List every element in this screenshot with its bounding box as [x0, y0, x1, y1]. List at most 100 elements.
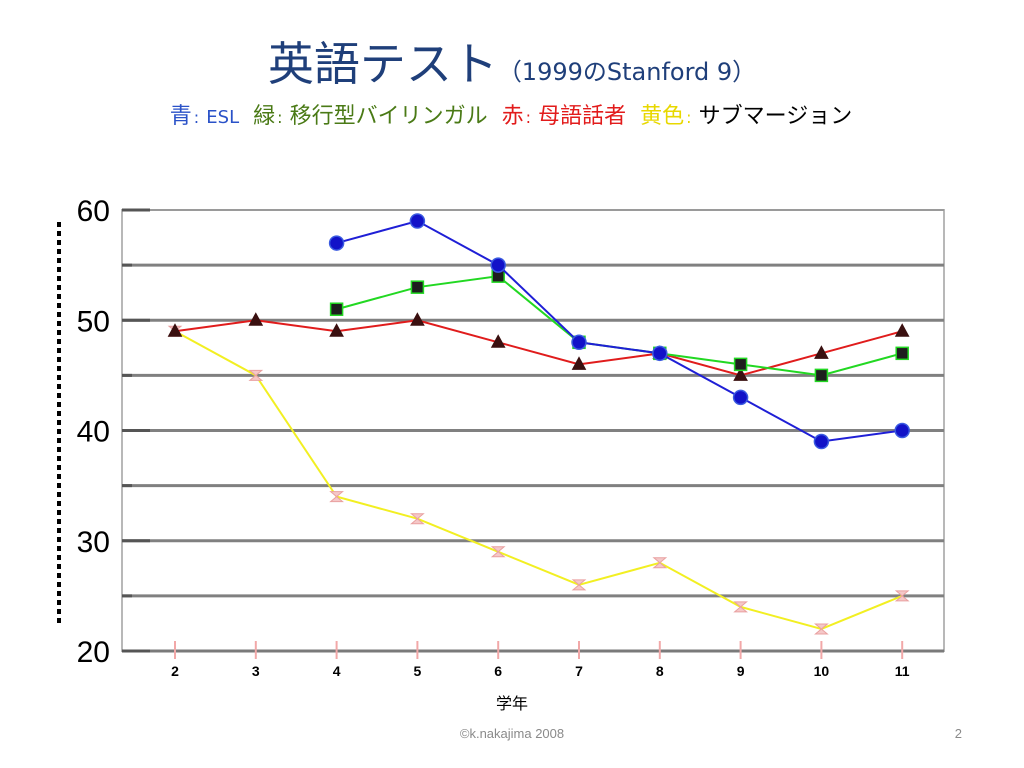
axis-strip-dash: [57, 357, 61, 362]
axis-strip-dash: [57, 555, 61, 560]
y-tick-label-20: 20: [77, 636, 110, 669]
axis-strip-dash: [57, 537, 61, 542]
legend-label-1: 緑: [253, 104, 276, 129]
axis-strip-dash: [57, 483, 61, 488]
axis-strip-dash: [57, 501, 61, 506]
point-s0-x5: [409, 213, 426, 229]
copyright: ©k.nakajima 2008: [459, 726, 565, 741]
axis-strip-dash: [57, 366, 61, 371]
point-s2-x5: [410, 312, 425, 326]
axis-strip-dash: [57, 348, 61, 353]
page-number: 2: [954, 726, 962, 741]
axis-strip-dash: [57, 240, 61, 245]
axis-strip-dash: [57, 330, 61, 335]
point-s3-x6: [490, 546, 506, 558]
series-line-2: [174, 319, 903, 377]
point-s2-x2: [167, 323, 183, 337]
x-tick-label-8: 8: [656, 663, 664, 679]
point-s3-x11: [894, 590, 910, 602]
legend-sep-0: :: [193, 108, 205, 127]
x-axis-title: 学年: [495, 694, 528, 713]
point-s2-x7: [571, 356, 587, 370]
x-tick-label-10: 10: [814, 663, 830, 679]
point-s1-x11: [895, 346, 909, 361]
point-s3-x3: [248, 369, 264, 381]
x-tick-label-11: 11: [895, 663, 910, 679]
axis-strip-dash: [57, 375, 61, 380]
axis-strip-dash: [57, 276, 61, 281]
y-tick-label-40: 40: [77, 416, 110, 449]
point-s0-x4: [328, 235, 345, 251]
legend-label-3: 黄色: [640, 104, 685, 129]
x-tick-label-4: 4: [333, 663, 341, 679]
legend-desc-2: 母語話者: [538, 104, 627, 129]
axis-strip-dash: [57, 222, 61, 227]
axis-strip-dash: [57, 384, 61, 389]
slide-title: 英語テスト（1999のStanford 9）: [0, 28, 1024, 94]
axis-strip-dash: [57, 258, 61, 263]
point-s0-x7: [571, 334, 587, 351]
point-s0-x8: [652, 345, 668, 362]
point-s2-x4: [329, 323, 344, 337]
axis-strip-dash: [57, 564, 61, 569]
axis-strip-dash: [57, 429, 61, 434]
title-sub: （1999のStanford 9）: [497, 58, 757, 86]
axis-strip-dash: [57, 312, 61, 317]
y-tick-label-30: 30: [77, 526, 110, 559]
point-s1-x5: [410, 280, 425, 294]
axis-strip-dash: [57, 492, 61, 497]
series-line-3: [174, 330, 903, 631]
axis-strip-dash: [57, 609, 61, 614]
point-s2-x3: [248, 312, 264, 326]
legend-desc-3: サブマージョン: [698, 104, 853, 129]
axis-strip-dash: [57, 438, 61, 443]
axis-strip-dash: [57, 573, 61, 578]
x-tick-label-6: 6: [494, 663, 502, 679]
axis-strip-dash: [57, 339, 61, 344]
y-tick-label-50: 50: [77, 305, 110, 338]
x-tick-label-5: 5: [414, 663, 422, 679]
legend-desc-1: 移行型バイリンガル: [289, 104, 488, 129]
axis-strip-dash: [57, 456, 61, 461]
axis-strip-dash: [57, 519, 61, 524]
point-s0-x10: [813, 433, 830, 450]
point-s2-x9: [733, 367, 748, 381]
axis-strip-dash: [57, 591, 61, 596]
axis-strip-dash: [57, 420, 61, 425]
x-tick-label-2: 2: [171, 663, 179, 679]
point-s1-x10: [814, 368, 829, 383]
point-s1-x4: [329, 302, 344, 316]
legend-desc-0: ESL: [206, 107, 240, 128]
axis-strip-dash: [57, 411, 61, 416]
x-tick-label-9: 9: [737, 663, 745, 679]
point-s1-x9: [733, 357, 748, 372]
axis-strip-dash: [57, 402, 61, 407]
axis-strip-dash: [57, 600, 61, 605]
point-s3-x8: [652, 557, 668, 569]
point-s0-x11: [894, 422, 910, 439]
point-s3-x10: [814, 623, 829, 635]
axis-strip-dash: [57, 321, 61, 326]
axis-strip-dash: [57, 546, 61, 551]
axis-strip-dash: [57, 294, 61, 299]
axis-strip-dash: [57, 303, 61, 308]
x-tick-label-3: 3: [252, 663, 260, 679]
axis-strip-dash: [57, 528, 61, 533]
point-s3-x7: [571, 579, 587, 591]
point-s3-x4: [329, 491, 344, 503]
legend-label-2: 赤: [501, 104, 524, 129]
point-s2-x10: [814, 345, 829, 359]
point-s2-x6: [490, 334, 506, 348]
axis-strip-dash: [57, 474, 61, 479]
axis-strip-dash: [57, 618, 61, 623]
axis-strip-dash: [57, 447, 61, 452]
legend-label-0: 青: [169, 104, 192, 129]
axis-strip-dash: [57, 249, 61, 254]
point-s0-x6: [490, 257, 506, 273]
point-s3-x9: [733, 601, 748, 613]
x-tick-label-7: 7: [575, 663, 583, 679]
axis-strip-dash: [57, 231, 61, 236]
point-s3-x5: [410, 513, 425, 525]
axis-strip-dash: [57, 267, 61, 272]
